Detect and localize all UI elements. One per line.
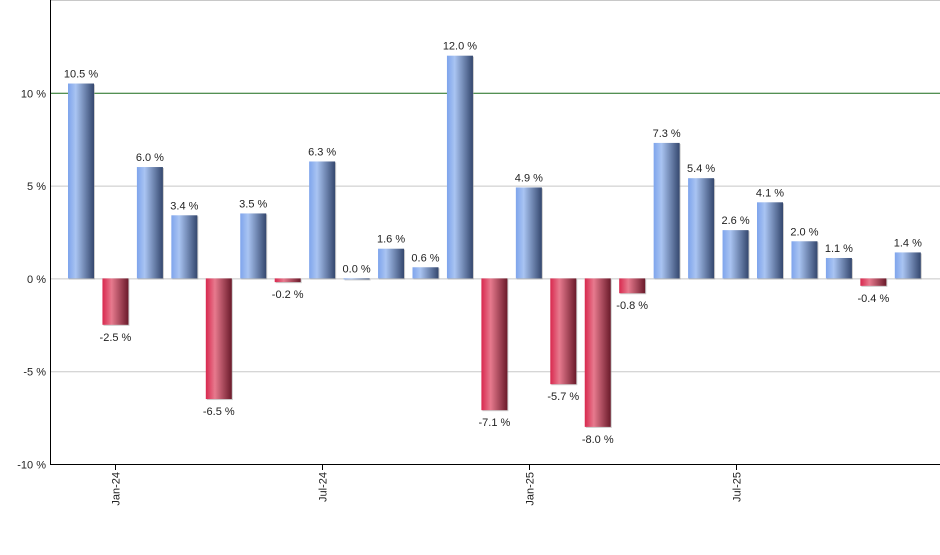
- data-label: 1.6 %: [377, 234, 405, 246]
- data-label: -8.0 %: [582, 434, 614, 446]
- data-label: -7.1 %: [479, 417, 511, 429]
- x-tick-label: Jul-25: [732, 472, 744, 502]
- data-label: -0.2 %: [272, 289, 304, 301]
- bar-shadow: [344, 279, 371, 281]
- data-label: 1.1 %: [825, 243, 853, 255]
- bar-Jul-24: [309, 161, 336, 279]
- data-label: 0.0 %: [343, 263, 371, 275]
- y-tick-label: -5 %: [23, 367, 46, 379]
- data-label: 0.6 %: [411, 252, 439, 264]
- data-label: -2.5 %: [100, 332, 132, 344]
- bar-Oct-25: [825, 257, 852, 279]
- bar-Dec-24: [481, 278, 508, 411]
- y-tick-label: 5 %: [27, 181, 46, 193]
- bar-May-25: [653, 142, 680, 279]
- x-tick-label: Jan-25: [525, 472, 537, 506]
- bar-Sep-25: [791, 241, 818, 279]
- bar-Oct-24: [412, 267, 439, 279]
- bar-Aug-25: [757, 202, 783, 279]
- bar-Jun-25: [688, 178, 715, 279]
- x-tick-label: Jul-24: [318, 472, 330, 502]
- bar-Dec-23: [68, 83, 94, 279]
- data-label: 3.5 %: [239, 198, 267, 210]
- data-label: 6.3 %: [308, 146, 336, 158]
- data-label: 10.5 %: [64, 69, 98, 81]
- axes: -10 % -5 % 0 % 5 % 10 % Jan-24 Jul-24 Jan-25 Jul…: [17, 0, 940, 506]
- bar-Nov-24: [446, 55, 473, 279]
- y-tick-label: -10 %: [17, 460, 46, 472]
- bar-Sep-24: [378, 248, 405, 279]
- bar-Jan-24: [102, 278, 129, 325]
- bar-Feb-25: [550, 278, 577, 385]
- data-labels: 10.5 % -2.5 % 6.0 % 3.4 % -6.5 % 3.5 % -0.2 % 6…: [64, 41, 922, 446]
- data-label: -5.7 %: [547, 391, 579, 403]
- data-label: 7.3 %: [653, 128, 681, 140]
- data-label: -0.4 %: [857, 293, 889, 305]
- bar-Jun-24: [274, 278, 301, 283]
- bars: [68, 55, 922, 428]
- bar-Aug-24: [343, 278, 370, 280]
- data-label: -6.5 %: [203, 406, 235, 418]
- data-label: 2.0 %: [790, 226, 818, 238]
- data-label: 12.0 %: [443, 41, 477, 53]
- bar-Apr-25: [619, 278, 646, 294]
- y-tick-label: 0 %: [27, 274, 46, 286]
- bar-Jul-25: [722, 230, 749, 279]
- bar-Apr-24: [205, 278, 232, 400]
- bar-May-24: [240, 213, 267, 279]
- y-tick-label: 10 %: [21, 88, 46, 100]
- data-label: 2.6 %: [721, 215, 749, 227]
- bar-Mar-24: [171, 215, 198, 279]
- bar-Mar-25: [584, 278, 611, 427]
- bar-Nov-25: [860, 278, 887, 286]
- data-label: 4.9 %: [515, 172, 543, 184]
- data-label: 3.4 %: [170, 200, 198, 212]
- data-label: 5.4 %: [687, 163, 715, 175]
- x-tick-label: Jan-24: [111, 472, 123, 506]
- bar-Jan-25: [515, 187, 542, 279]
- bar-Dec-25: [894, 252, 921, 279]
- data-label: 4.1 %: [756, 187, 784, 199]
- data-label: -0.8 %: [616, 300, 648, 312]
- data-label: 1.4 %: [894, 237, 922, 249]
- data-label: 6.0 %: [136, 152, 164, 164]
- bar-Feb-24: [136, 167, 163, 279]
